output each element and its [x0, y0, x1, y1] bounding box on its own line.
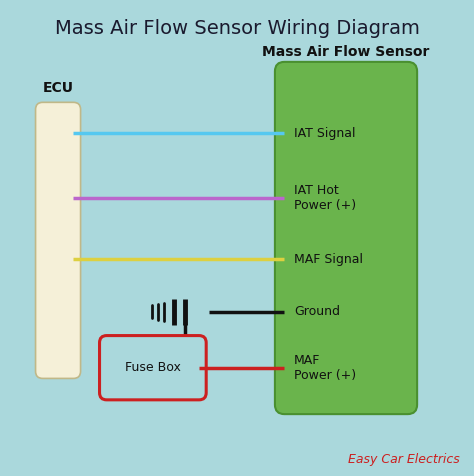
Text: MAF Signal: MAF Signal	[294, 253, 363, 266]
Text: MAF
Power (+): MAF Power (+)	[294, 354, 356, 382]
Text: ECU: ECU	[42, 81, 73, 95]
Text: Easy Car Electrics: Easy Car Electrics	[348, 454, 460, 466]
Text: Mass Air Flow Sensor Wiring Diagram: Mass Air Flow Sensor Wiring Diagram	[55, 19, 419, 38]
Text: IAT Signal: IAT Signal	[294, 127, 356, 140]
FancyBboxPatch shape	[100, 336, 206, 400]
FancyBboxPatch shape	[36, 102, 81, 378]
Text: Fuse Box: Fuse Box	[125, 361, 181, 374]
Text: Ground: Ground	[294, 305, 340, 318]
Text: IAT Hot
Power (+): IAT Hot Power (+)	[294, 184, 356, 211]
Text: Mass Air Flow Sensor: Mass Air Flow Sensor	[262, 46, 430, 60]
FancyBboxPatch shape	[275, 62, 417, 414]
